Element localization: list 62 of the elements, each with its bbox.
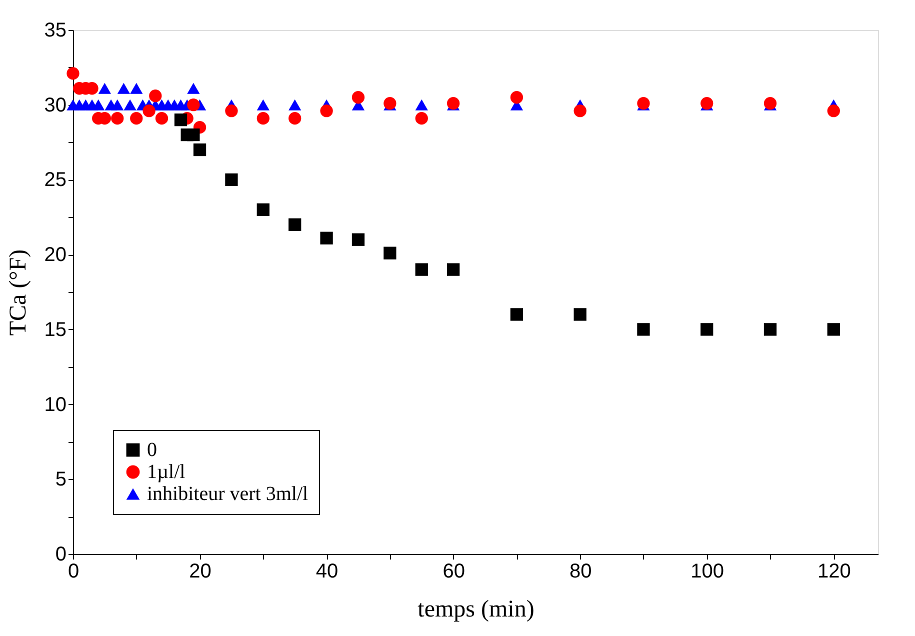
point <box>256 203 270 216</box>
point <box>446 263 460 276</box>
point <box>288 218 302 231</box>
point <box>510 308 524 321</box>
point <box>637 323 650 336</box>
point <box>174 114 188 126</box>
point <box>187 98 200 112</box>
point <box>256 112 270 125</box>
point <box>130 82 143 94</box>
x-tick-label: 80 <box>569 560 592 582</box>
legend-label: inhibiteur vert 3ml/l <box>147 483 309 505</box>
point <box>764 323 777 336</box>
point <box>149 90 162 102</box>
point <box>193 143 206 156</box>
point <box>415 99 428 110</box>
point <box>111 99 124 110</box>
y-tick-label: 5 <box>55 468 66 491</box>
y-tick-label: 15 <box>44 318 66 341</box>
point <box>124 99 136 110</box>
point <box>827 323 840 336</box>
y-tick-label: 10 <box>44 394 66 416</box>
point <box>98 82 112 94</box>
point <box>352 91 365 104</box>
point <box>288 99 302 110</box>
point <box>352 233 365 246</box>
point <box>187 128 200 142</box>
point <box>700 323 714 336</box>
point <box>320 104 333 118</box>
point <box>130 112 143 125</box>
point <box>225 173 238 186</box>
point <box>225 104 238 118</box>
x-tick-label: 120 <box>817 560 851 582</box>
point <box>415 263 428 276</box>
x-tick-label: 40 <box>316 560 338 582</box>
point <box>415 112 428 125</box>
point <box>256 99 270 110</box>
point <box>574 308 586 321</box>
x-axis-title: temps (min) <box>418 596 534 622</box>
x-tick-label: 20 <box>189 560 212 582</box>
point <box>117 82 130 94</box>
y-tick-label: 0 <box>55 544 66 566</box>
y-axis-title: TCa (°F) <box>5 249 32 336</box>
legend-label: 0 <box>147 439 157 461</box>
y-tick-label: 25 <box>44 169 66 192</box>
point <box>320 232 333 244</box>
point <box>187 82 200 94</box>
point <box>142 104 156 118</box>
point <box>155 112 168 125</box>
x-tick-label: 100 <box>690 560 724 582</box>
point <box>384 246 396 260</box>
point <box>92 99 105 110</box>
point <box>111 112 124 125</box>
y-tick-label: 30 <box>44 94 66 116</box>
point <box>574 104 586 118</box>
y-tick-label: 35 <box>44 20 66 42</box>
point <box>510 91 524 104</box>
point <box>827 104 840 118</box>
point <box>288 112 302 125</box>
legend-label: 1µl/l <box>147 461 186 483</box>
y-tick-label: 20 <box>44 244 66 266</box>
x-tick-label: 60 <box>442 560 465 582</box>
point <box>66 67 80 80</box>
